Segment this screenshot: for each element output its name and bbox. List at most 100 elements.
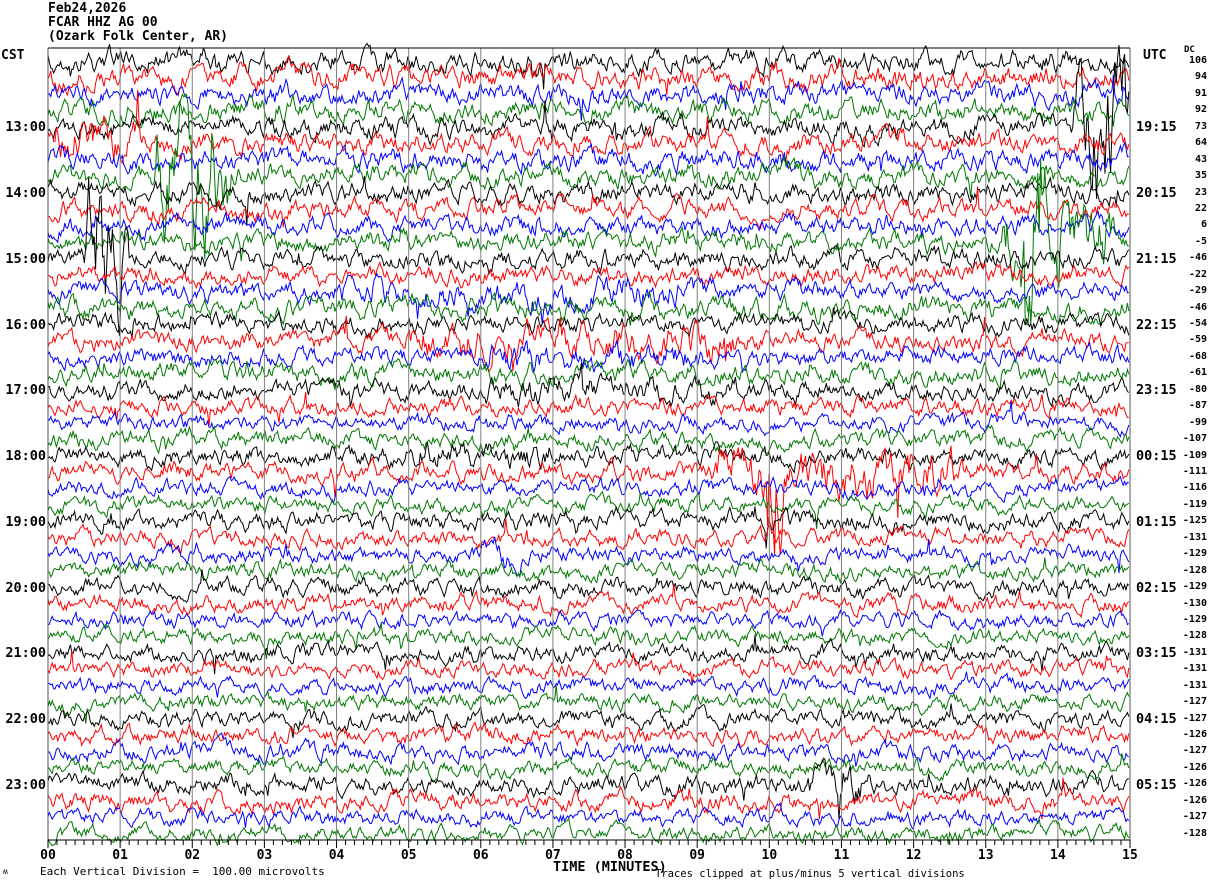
utc-label-23:15: 23:15 <box>1136 382 1177 399</box>
header-station-location: (Ozark Folk Center, AR) <box>48 29 229 44</box>
utc-label-00:15: 00:15 <box>1136 448 1177 465</box>
dc-value-row-47: -128 <box>1182 827 1207 839</box>
dc-value-row-35: -128 <box>1182 630 1207 642</box>
utc-label-03:15: 03:15 <box>1136 645 1177 662</box>
dc-offset-column-header: DC <box>1184 45 1195 55</box>
trace-row-11 <box>47 160 1130 325</box>
dc-value-row-17: -59 <box>1188 334 1207 346</box>
trace-row-2 <box>47 74 1130 121</box>
trace-row-32 <box>47 569 1130 604</box>
trace-row-15 <box>47 291 1130 326</box>
trace-row-22 <box>47 401 1130 438</box>
trace-row-33 <box>47 584 1130 619</box>
trace-row-26 <box>47 475 1130 504</box>
dc-value-row-20: -80 <box>1188 383 1207 395</box>
utc-label-05:15: 05:15 <box>1136 776 1177 793</box>
dc-value-row-42: -127 <box>1182 745 1207 757</box>
dc-value-row-21: -87 <box>1188 400 1207 412</box>
right-timezone-label: UTC <box>1143 48 1167 63</box>
dc-value-row-44: -126 <box>1182 778 1207 790</box>
tick-label-11: 11 <box>833 848 850 863</box>
trace-row-44 <box>47 757 1129 820</box>
dc-value-row-6: 43 <box>1194 153 1207 165</box>
trace-row-38 <box>47 671 1130 700</box>
utc-label-04:15: 04:15 <box>1136 711 1177 728</box>
dc-value-row-14: -29 <box>1188 285 1207 297</box>
tick-label-12: 12 <box>905 848 922 863</box>
dc-value-row-23: -107 <box>1182 433 1207 445</box>
trace-row-12 <box>47 177 1130 336</box>
dc-value-row-28: -125 <box>1182 515 1207 527</box>
trace-row-23 <box>47 424 1130 456</box>
dc-value-row-34: -129 <box>1182 613 1207 625</box>
dc-value-row-12: -46 <box>1188 252 1207 264</box>
dc-value-row-37: -131 <box>1182 663 1207 675</box>
trace-row-8 <box>47 175 1130 226</box>
cst-label-14:00: 14:00 <box>5 185 46 202</box>
trace-row-16 <box>47 307 1130 340</box>
dc-value-row-13: -22 <box>1188 268 1207 280</box>
trace-row-1 <box>47 54 1130 97</box>
cst-label-15:00: 15:00 <box>5 250 46 267</box>
dc-value-row-15: -46 <box>1188 301 1207 313</box>
dc-value-row-22: -99 <box>1188 416 1207 428</box>
dc-value-row-11: -5 <box>1194 235 1207 247</box>
dc-value-row-30: -129 <box>1182 548 1207 560</box>
tick-label-04: 04 <box>328 848 345 863</box>
tick-label-07: 07 <box>545 848 561 863</box>
cst-label-18:00: 18:00 <box>5 448 46 465</box>
dc-value-row-33: -130 <box>1182 597 1207 609</box>
dc-value-row-43: -126 <box>1182 761 1207 773</box>
dc-value-row-41: -126 <box>1182 729 1207 741</box>
trace-row-39 <box>47 684 1130 724</box>
utc-label-19:15: 19:15 <box>1136 119 1177 136</box>
dc-value-row-24: -109 <box>1182 449 1207 461</box>
tick-label-08: 08 <box>617 848 633 863</box>
dc-value-row-27: -119 <box>1182 498 1207 510</box>
trace-row-29 <box>47 516 1130 554</box>
left-timezone-label: CST <box>1 48 25 63</box>
tick-label-10: 10 <box>761 848 778 863</box>
trace-row-41 <box>47 721 1130 749</box>
dc-value-row-5: 64 <box>1194 137 1207 149</box>
dc-value-row-40: -127 <box>1182 712 1207 724</box>
cst-label-22:00: 22:00 <box>5 711 46 728</box>
trace-row-24 <box>47 441 1130 474</box>
tick-label-09: 09 <box>689 848 706 863</box>
cst-label-23:00: 23:00 <box>5 776 46 793</box>
dc-value-row-19: -61 <box>1188 367 1207 379</box>
header-date: Feb24,2026 <box>48 1 127 16</box>
utc-label-02:15: 02:15 <box>1136 579 1177 596</box>
trace-row-28 <box>47 505 1130 549</box>
trace-row-19 <box>47 358 1130 392</box>
cst-label-19:00: 19:00 <box>5 513 46 530</box>
trace-row-25 <box>47 445 1130 555</box>
cst-label-16:00: 16:00 <box>5 316 46 333</box>
header-station-code: FCAR HHZ AG 00 <box>48 15 158 30</box>
trace-row-10 <box>47 210 1130 244</box>
utc-label-01:15: 01:15 <box>1136 513 1177 530</box>
dc-value-row-16: -54 <box>1188 318 1207 330</box>
trace-row-47 <box>47 817 1130 847</box>
tick-label-01: 01 <box>112 848 128 863</box>
trace-row-17 <box>47 315 1129 373</box>
dc-value-row-4: 73 <box>1194 120 1207 132</box>
vertical-scale-note: Each Vertical Division = 100.00 microvol… <box>40 865 325 878</box>
tick-label-02: 02 <box>184 848 201 863</box>
tick-label-00: 00 <box>40 848 56 863</box>
dc-value-row-36: -131 <box>1182 646 1207 658</box>
trace-row-45 <box>47 777 1130 820</box>
clipping-note: Traces clipped at plus/minus 5 vertical … <box>655 868 965 880</box>
trace-row-42 <box>47 732 1130 767</box>
tick-label-14: 14 <box>1050 848 1066 863</box>
utc-label-20:15: 20:15 <box>1136 185 1177 202</box>
utc-label-21:15: 21:15 <box>1136 250 1177 267</box>
dc-value-row-38: -131 <box>1182 679 1207 691</box>
dc-value-row-31: -128 <box>1182 564 1207 576</box>
dc-value-row-46: -127 <box>1182 811 1207 823</box>
dc-value-row-25: -111 <box>1182 466 1207 477</box>
trace-row-4 <box>47 45 1130 200</box>
